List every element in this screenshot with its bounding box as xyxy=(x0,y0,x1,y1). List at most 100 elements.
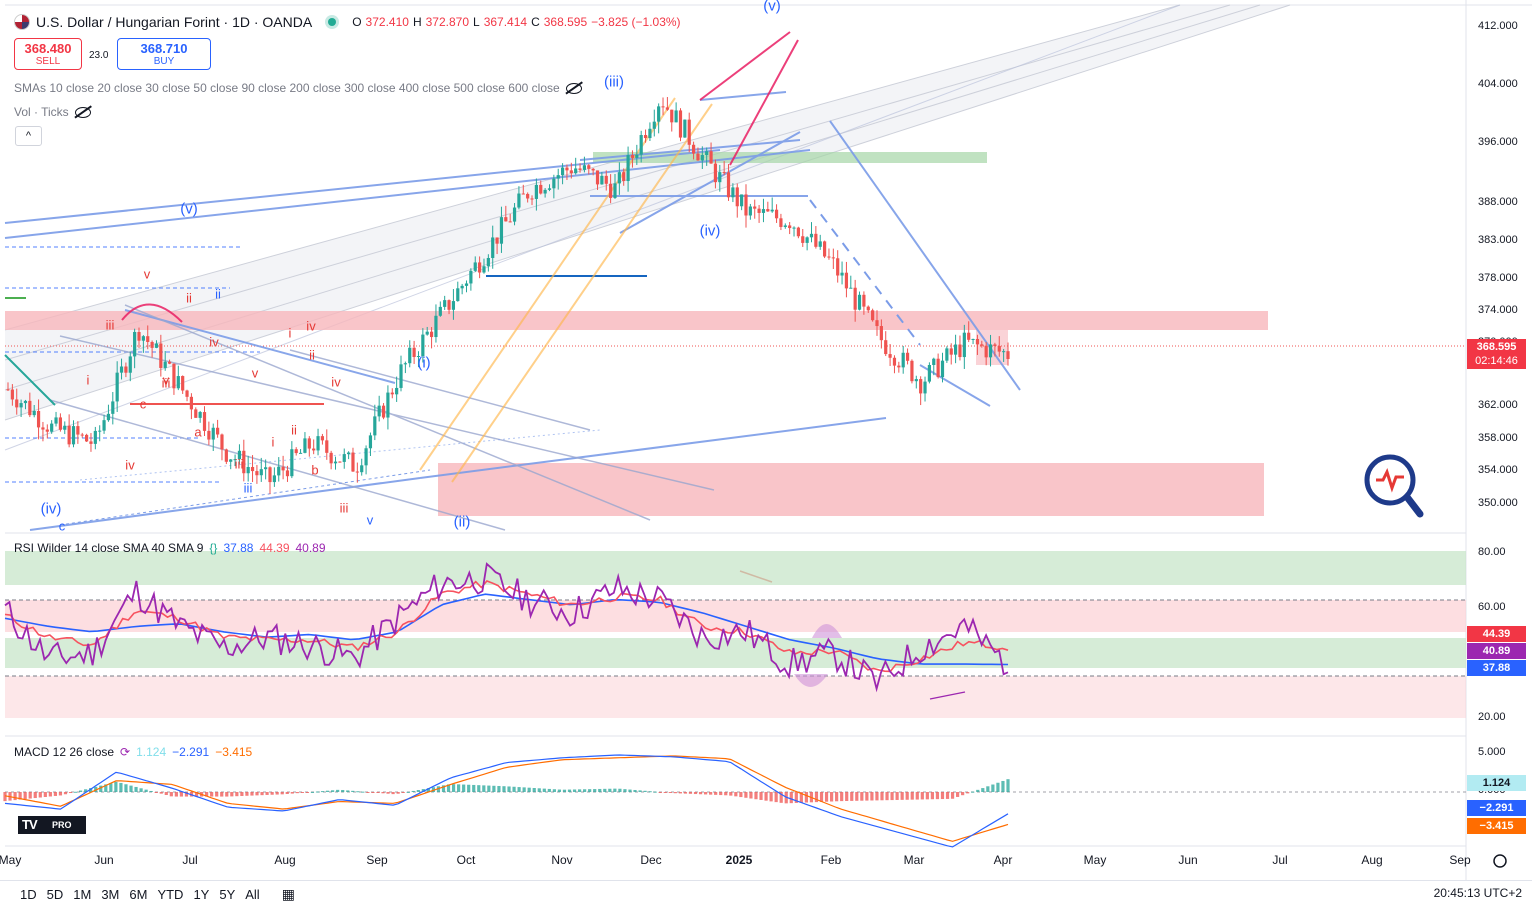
range-1d-button[interactable]: 1D xyxy=(20,887,37,902)
price-tick: 412.000 xyxy=(1478,20,1518,32)
time-tick: Nov xyxy=(551,853,573,867)
macd-bar xyxy=(366,792,370,793)
symbol-title[interactable]: U.S. Dollar / Hungarian Forint · 1D · OA… xyxy=(36,14,313,30)
range-1y-button[interactable]: 1Y xyxy=(193,887,210,902)
range-all-button[interactable]: All xyxy=(245,887,260,902)
candle-body xyxy=(866,306,870,311)
candle-body xyxy=(560,167,565,176)
range-ytd-button[interactable]: YTD xyxy=(157,887,184,902)
candle-body xyxy=(202,412,207,431)
macd-bar xyxy=(512,786,516,792)
candle-body xyxy=(587,165,591,169)
candle-body xyxy=(307,438,311,449)
macd-bar xyxy=(159,792,163,794)
elliott-wave-label: (ii) xyxy=(453,513,471,531)
range-5d-button[interactable]: 5D xyxy=(46,887,64,902)
macd-bar xyxy=(557,789,562,792)
macd-bar xyxy=(225,792,229,797)
price-candles xyxy=(6,97,1010,495)
range-3m-button[interactable]: 3M xyxy=(101,887,120,902)
usd-flag-icon xyxy=(14,14,30,30)
macd-bar xyxy=(910,792,914,800)
candle-body xyxy=(255,471,259,476)
source-icon[interactable]: {} xyxy=(209,541,218,555)
candle-body xyxy=(399,364,403,388)
candle-body xyxy=(351,452,355,472)
range-1m-button[interactable]: 1M xyxy=(73,887,92,902)
candle-body xyxy=(464,283,469,286)
macd-hist-tag: 1.124 xyxy=(1467,775,1526,791)
elliott-wave-label: (i) xyxy=(417,354,431,372)
time-tick: Aug xyxy=(1361,853,1383,867)
candle-body xyxy=(565,167,569,171)
candle-body xyxy=(486,257,490,267)
macd-bar xyxy=(63,792,68,795)
time-tick: Sep xyxy=(1449,853,1471,867)
candle-body xyxy=(386,392,390,418)
macd-bar xyxy=(230,792,234,797)
macd-legend[interactable]: MACD 12 26 close ⟳ 1.124 −2.291 −3.415 xyxy=(14,745,253,759)
hidden-eye-icon[interactable] xyxy=(565,82,582,94)
sma-legend[interactable]: SMAs 10 close 20 close 30 close 50 close… xyxy=(14,81,582,95)
macd-bar xyxy=(925,792,929,800)
candle-body xyxy=(648,128,652,139)
candle-body xyxy=(731,187,735,198)
macd-bar xyxy=(446,784,451,792)
refresh-icon[interactable]: ⟳ xyxy=(120,745,131,759)
candle-body xyxy=(10,389,14,400)
macd-bar xyxy=(416,790,420,792)
candle-body xyxy=(897,365,901,368)
candle-body xyxy=(595,170,600,185)
macd-bar xyxy=(603,788,607,792)
chart-canvas[interactable] xyxy=(0,0,1532,880)
macd-bar xyxy=(709,792,713,795)
volume-legend[interactable]: Vol · Ticks xyxy=(14,105,91,119)
macd-bar xyxy=(814,792,819,803)
range-6m-button[interactable]: 6M xyxy=(129,887,148,902)
collapse-legend-button[interactable]: ^ xyxy=(15,126,42,146)
calendar-icon[interactable]: ▦ xyxy=(281,886,295,902)
candle-body xyxy=(224,449,228,462)
candle-body xyxy=(678,110,683,138)
macd-bar xyxy=(845,792,849,801)
macd-bar xyxy=(955,792,960,797)
macd-bar xyxy=(532,788,536,792)
elliott-wave-label: (v) xyxy=(180,200,198,218)
hidden-eye-icon[interactable] xyxy=(74,106,91,118)
candle-body xyxy=(927,364,931,382)
rsi-lower-zone xyxy=(5,676,1466,718)
macd-bar xyxy=(406,791,410,793)
buy-button[interactable]: 368.710 BUY xyxy=(117,38,211,70)
candle-body xyxy=(98,430,102,432)
candle-body xyxy=(368,435,373,449)
candle-body xyxy=(901,352,905,368)
time-tick: Oct xyxy=(456,853,476,867)
rsi-legend[interactable]: RSI Wilder 14 close SMA 40 SMA 9 {} 37.8… xyxy=(14,541,326,555)
candle-body xyxy=(818,241,822,247)
candle-body xyxy=(93,430,97,444)
macd-bar xyxy=(769,792,773,802)
macd-bar xyxy=(492,785,496,792)
macd-bar xyxy=(285,792,289,794)
macd-bar xyxy=(235,792,239,797)
symbol-header[interactable]: U.S. Dollar / Hungarian Forint · 1D · OA… xyxy=(14,12,681,32)
candle-body xyxy=(526,193,530,199)
candle-body xyxy=(831,257,835,259)
macd-bar xyxy=(462,784,466,792)
macd-bar xyxy=(33,792,37,799)
sell-button[interactable]: 368.480 SELL xyxy=(14,38,82,70)
candle-body xyxy=(264,467,268,470)
rsi-tick: 80.00 xyxy=(1478,546,1506,558)
time-tick: Jun xyxy=(94,853,114,867)
macd-bar xyxy=(850,792,854,801)
candle-body xyxy=(425,331,429,335)
candle-body xyxy=(665,107,669,110)
range-5y-button[interactable]: 5Y xyxy=(219,887,236,902)
candle-body xyxy=(556,175,560,179)
candle-body xyxy=(814,233,818,247)
candle-body xyxy=(150,341,154,348)
macd-bar xyxy=(860,792,864,801)
macd-bar xyxy=(23,792,27,800)
macd-bar xyxy=(900,792,904,800)
candle-body xyxy=(984,345,988,358)
